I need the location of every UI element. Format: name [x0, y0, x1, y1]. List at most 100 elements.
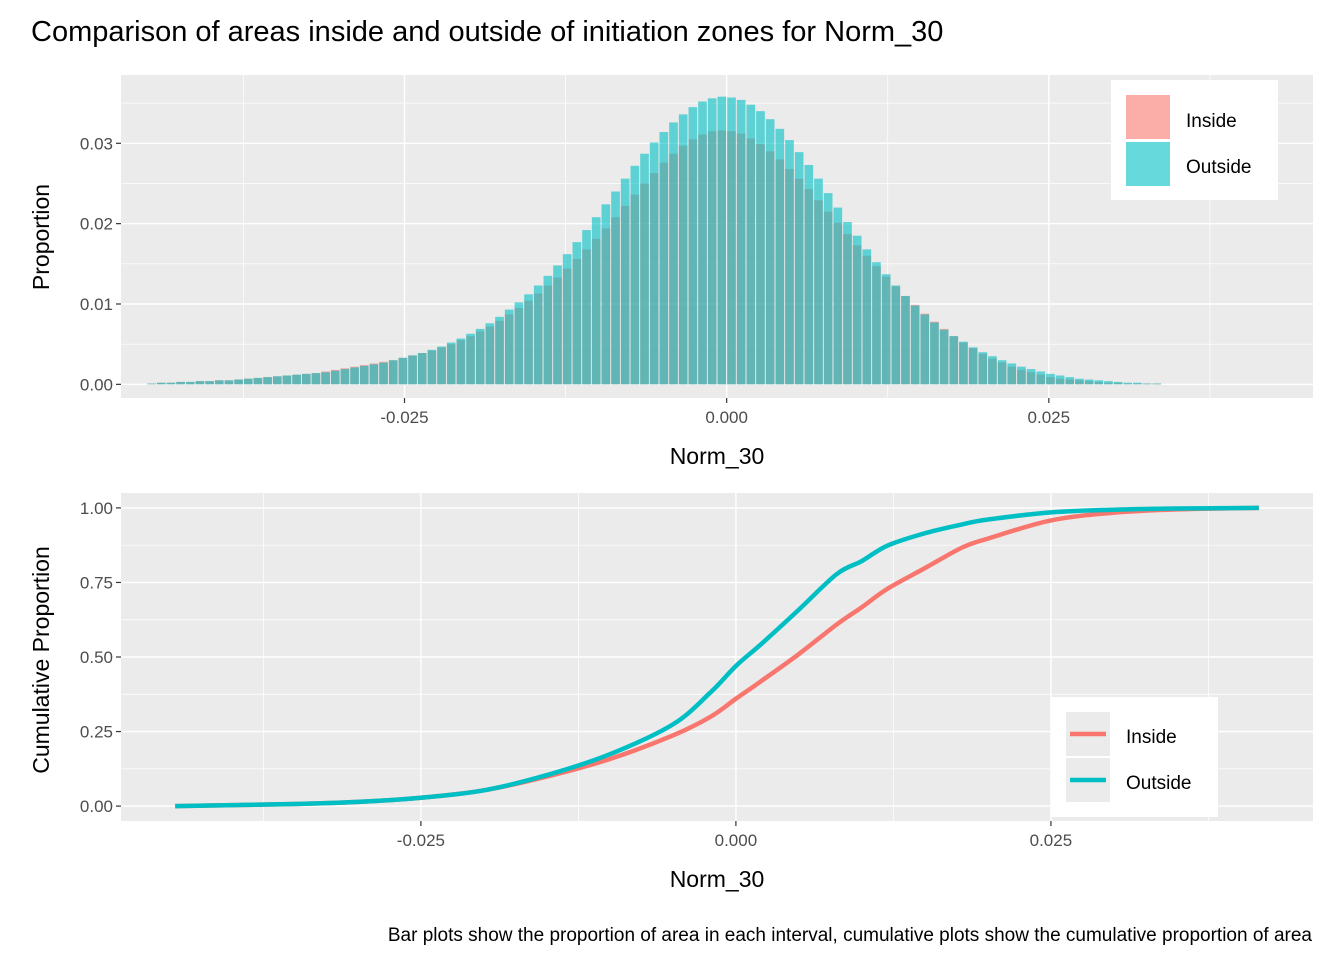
cumulative-lines	[175, 505, 1259, 809]
bar-series-outside	[147, 96, 1162, 385]
bar-outside	[1152, 383, 1162, 385]
bar-outside	[611, 191, 620, 385]
bar-outside	[533, 285, 543, 385]
bar-outside	[243, 378, 253, 385]
bar-outside	[176, 381, 185, 385]
bar-outside	[282, 375, 292, 385]
bar-outside	[862, 249, 872, 385]
bar-outside	[553, 265, 562, 385]
bar-outside	[1123, 382, 1133, 385]
histogram-y-tick-label: 0.00	[80, 375, 113, 394]
bar-outside	[1133, 382, 1142, 385]
bar-outside	[939, 329, 949, 385]
bar-outside	[727, 97, 736, 385]
bar-outside	[659, 132, 669, 385]
bar-outside	[997, 360, 1007, 385]
bar-outside	[968, 347, 978, 385]
bar-outside	[340, 369, 350, 385]
bar-outside	[504, 309, 514, 385]
bar-outside	[379, 362, 388, 385]
cumulative-y-tick-label: 0.75	[80, 573, 113, 592]
bar-outside	[1055, 375, 1065, 385]
bar-outside	[582, 230, 591, 385]
bar-outside	[649, 142, 659, 385]
bar-outside	[872, 262, 881, 385]
bar-outside	[843, 222, 852, 385]
bar-outside	[1094, 380, 1104, 385]
cumulative-x-tick-label: 0.025	[1030, 831, 1073, 850]
histogram-y-tick-label: 0.03	[80, 134, 113, 153]
bar-outside	[746, 104, 756, 385]
bar-outside	[205, 381, 214, 385]
bar-outside	[601, 204, 611, 385]
bar-outside	[1026, 369, 1036, 385]
bar-outside	[369, 364, 379, 385]
cumulative-gridlines	[121, 493, 1313, 821]
caption: Bar plots show the proportion of area in…	[388, 925, 1313, 946]
bar-outside	[988, 356, 997, 385]
bar-outside	[901, 295, 910, 385]
bar-outside	[224, 380, 234, 385]
bar-outside	[350, 367, 359, 385]
histogram-x-tick-label: 0.000	[705, 408, 748, 427]
cumulative-x-tick-label: 0.000	[715, 831, 758, 850]
bar-outside	[1065, 377, 1075, 385]
cumulative-y-tick-label: 1.00	[80, 499, 113, 518]
bar-outside	[398, 357, 408, 385]
histogram-legend-key-outside	[1126, 142, 1170, 186]
bar-outside	[833, 207, 843, 385]
histogram-x-axis-title: Norm_30	[670, 443, 765, 469]
bar-outside	[514, 302, 524, 385]
bar-outside	[214, 380, 224, 385]
cumulative-y-axis-title: Cumulative Proportion	[28, 546, 54, 774]
bar-outside	[1046, 373, 1055, 385]
bar-outside	[823, 193, 833, 385]
bar-outside	[263, 377, 272, 385]
histogram-legend-label-outside: Outside	[1186, 157, 1251, 178]
bar-outside	[359, 365, 369, 385]
bar-outside	[272, 376, 282, 385]
histogram-x-tick-label: -0.025	[380, 408, 428, 427]
bar-outside	[640, 153, 649, 385]
bar-outside	[814, 178, 823, 385]
bar-outside	[253, 377, 263, 385]
bar-outside	[1084, 379, 1094, 385]
bar-outside	[524, 294, 533, 385]
bar-outside	[292, 374, 301, 385]
cumulative-x-tick-label: -0.025	[397, 831, 445, 850]
bar-outside	[456, 338, 466, 385]
bar-outside	[785, 140, 794, 385]
bar-outside	[321, 372, 330, 385]
bar-outside	[495, 316, 504, 385]
cumulative-x-axis-ticks: -0.025 0.000 0.025	[397, 821, 1072, 850]
bar-outside	[669, 122, 678, 385]
bar-outside	[466, 333, 475, 385]
histogram-legend-label-inside: Inside	[1186, 111, 1237, 132]
bar-outside	[978, 352, 988, 385]
bar-outside	[437, 346, 446, 385]
bar-outside	[717, 96, 727, 385]
plot-title: Comparison of areas inside and outside o…	[31, 16, 943, 48]
bar-outside	[698, 101, 707, 385]
cumulative-panel: 0.00 0.25 0.50 0.75 1.00 -0.025 0.000 0.025 No…	[28, 493, 1313, 892]
bar-outside	[920, 314, 930, 385]
cumulative-y-tick-label: 0.25	[80, 723, 113, 742]
histogram-x-axis-ticks: -0.025 0.000 0.025	[380, 398, 1070, 427]
histogram-y-axis-ticks: 0.00 0.01 0.02 0.03	[80, 134, 121, 394]
bar-outside	[630, 165, 640, 385]
histogram-panel: 0.00 0.01 0.02 0.03 -0.025 0.000 0.025 Norm_3…	[28, 75, 1313, 469]
histogram-y-tick-label: 0.01	[80, 295, 113, 314]
bar-outside	[185, 381, 195, 385]
cumulative-legend: Inside Outside	[1051, 697, 1218, 817]
bar-outside	[736, 99, 746, 385]
bar-outside	[765, 119, 775, 385]
bar-outside	[688, 107, 698, 385]
bar-outside	[1036, 371, 1046, 385]
bar-outside	[234, 379, 243, 385]
bar-outside	[707, 98, 717, 385]
bar-outside	[891, 285, 901, 385]
cumulative-legend-label-outside: Outside	[1126, 773, 1191, 794]
bar-outside	[678, 114, 688, 385]
bar-outside	[620, 178, 630, 385]
cumulative-line-outside	[175, 505, 1259, 809]
